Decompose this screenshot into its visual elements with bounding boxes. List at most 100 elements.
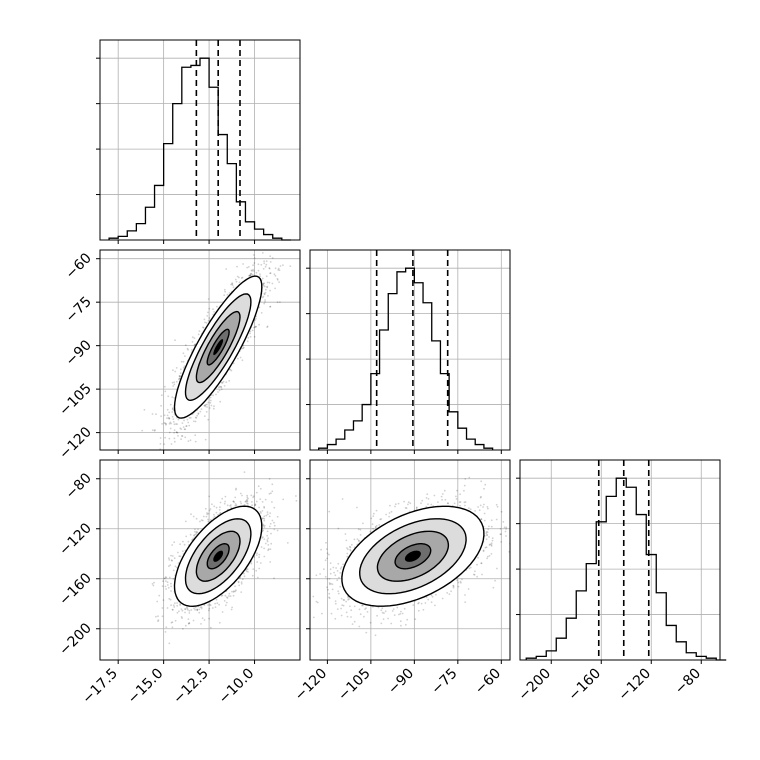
scatter-point: [216, 305, 218, 308]
scatter-point: [179, 543, 182, 546]
scatter-point: [228, 379, 231, 382]
scatter-point: [193, 344, 196, 346]
scatter-point: [255, 569, 258, 572]
scatter-point: [207, 609, 210, 612]
scatter-point: [262, 524, 265, 527]
scatter-point: [240, 581, 243, 583]
scatter-point: [253, 262, 256, 264]
scatter-point: [261, 537, 263, 539]
scatter-point: [271, 490, 274, 493]
scatter-point: [182, 352, 185, 355]
scatter-point: [262, 529, 265, 532]
scatter-point: [274, 287, 276, 290]
scatter-point: [173, 541, 176, 544]
scatter-point: [255, 325, 257, 328]
scatter-point: [276, 529, 279, 532]
scatter-point: [174, 370, 177, 373]
scatter-point: [221, 497, 224, 500]
scatter-point: [252, 264, 255, 267]
scatter-point: [170, 585, 173, 588]
scatter-point: [204, 507, 207, 510]
scatter-point: [174, 619, 177, 622]
scatter-point: [246, 340, 249, 343]
scatter-point: [187, 421, 190, 424]
scatter-point: [179, 604, 182, 606]
scatter-point: [207, 604, 209, 606]
scatter-point: [263, 293, 266, 296]
scatter-point: [208, 407, 211, 409]
scatter-point: [206, 406, 208, 408]
scatter-point: [209, 399, 212, 402]
scatter-point: [252, 254, 255, 256]
scatter-point: [163, 577, 166, 580]
histogram-step: [108, 57, 291, 241]
scatter-point: [241, 276, 244, 279]
scatter-point: [184, 611, 186, 614]
scatter-point: [179, 368, 182, 371]
scatter-point: [246, 498, 248, 501]
scatter-point: [212, 394, 214, 397]
scatter-point: [180, 608, 183, 610]
scatter-point: [251, 273, 254, 276]
scatter-point: [212, 308, 214, 311]
scatter-point: [273, 524, 276, 527]
scatter-point: [186, 608, 189, 611]
scatter-point: [168, 462, 170, 464]
panel-content: [100, 250, 300, 466]
scatter-point: [232, 594, 235, 597]
scatter-point: [201, 519, 204, 522]
scatter-point: [261, 277, 264, 280]
scatter-point: [164, 577, 166, 580]
scatter-point: [269, 272, 272, 275]
scatter-point: [175, 423, 177, 425]
scatter-point: [246, 266, 249, 269]
scatter-point: [264, 291, 267, 294]
scatter-point: [230, 283, 233, 286]
scatter-point: [156, 464, 158, 466]
scatter-point: [235, 487, 238, 490]
scatter-point: [204, 403, 207, 406]
scatter-point: [226, 293, 229, 296]
scatter-point: [233, 501, 236, 504]
scatter-point: [171, 559, 174, 562]
scatter-point: [233, 590, 235, 593]
histogram-step: [525, 477, 727, 661]
scatter-point: [173, 423, 176, 426]
scatter-point: [189, 439, 192, 442]
scatter-point: [185, 535, 188, 538]
scatter-point: [211, 607, 214, 609]
scatter-point: [226, 596, 228, 598]
scatter-point: [266, 326, 269, 328]
scatter-point: [180, 360, 183, 363]
scatter-point: [200, 607, 203, 610]
scatter-point: [204, 405, 207, 408]
scatter-point: [223, 294, 226, 297]
scatter-point: [209, 508, 212, 510]
scatter-point: [169, 421, 172, 424]
scatter-point: [264, 265, 267, 268]
scatter-point: [213, 513, 215, 516]
axes-frame: [309, 249, 511, 451]
scatter-point: [273, 273, 276, 276]
scatter-point: [176, 604, 179, 607]
scatter-point: [192, 619, 195, 622]
scatter-point: [153, 581, 155, 584]
scatter-point: [259, 487, 262, 490]
scatter-point: [241, 359, 244, 362]
scatter-point: [263, 260, 265, 263]
scatter-point: [162, 599, 165, 601]
scatter-point: [165, 580, 167, 582]
scatter-point: [215, 506, 218, 509]
scatter-point: [220, 385, 222, 388]
scatter-point: [188, 424, 191, 427]
scatter-point: [252, 495, 255, 498]
scatter-point: [234, 278, 237, 281]
scatter-point: [194, 606, 197, 609]
scatter-point: [251, 329, 254, 332]
scatter-point: [200, 623, 202, 625]
scatter-point: [185, 425, 188, 427]
scatter-point: [183, 419, 185, 422]
scatter-point: [206, 513, 209, 516]
scatter-point: [254, 325, 257, 328]
scatter-point: [187, 540, 190, 543]
